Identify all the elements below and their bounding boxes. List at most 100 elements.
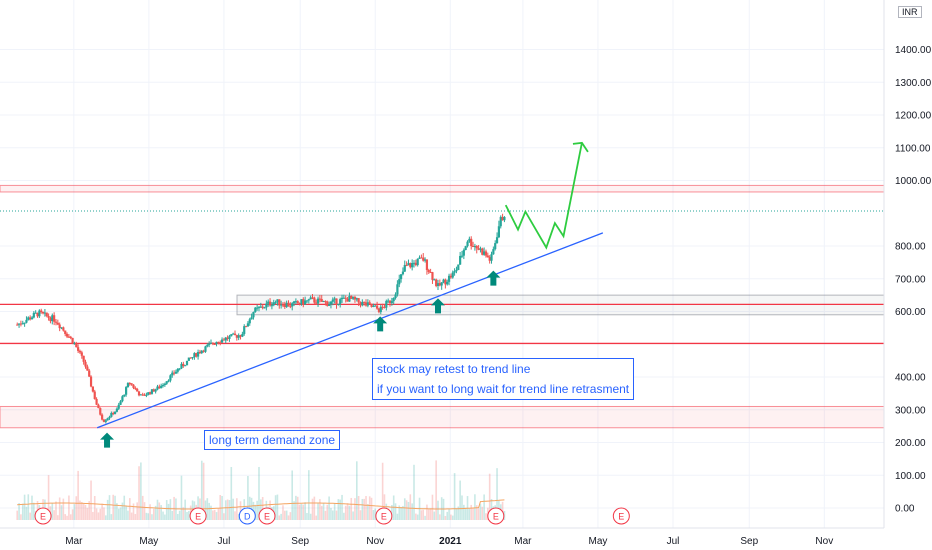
candle-body bbox=[222, 339, 226, 341]
price-axis[interactable]: 1400.00 1300.00 1200.00 1100.00 1000.00 800.0… bbox=[883, 0, 932, 550]
candle-body bbox=[462, 250, 465, 256]
candle-body bbox=[126, 383, 130, 388]
volume-bar bbox=[247, 475, 249, 520]
candle-body bbox=[281, 304, 285, 306]
volume-bar bbox=[291, 470, 294, 520]
candle-body bbox=[471, 246, 475, 248]
volume-bar bbox=[293, 501, 295, 520]
candle-body bbox=[56, 322, 59, 325]
candle-body bbox=[333, 298, 336, 300]
candle-body bbox=[21, 323, 24, 325]
volume-bar bbox=[315, 515, 317, 520]
candle-body bbox=[38, 310, 41, 317]
candle-body bbox=[58, 324, 61, 329]
candle-body bbox=[93, 391, 96, 399]
volume-bar bbox=[298, 504, 301, 520]
candle-body bbox=[304, 300, 307, 305]
candle-body bbox=[294, 301, 297, 303]
candle-body bbox=[296, 301, 299, 304]
candle-body bbox=[405, 264, 408, 266]
x-tick-label: Jul bbox=[218, 536, 231, 547]
volume-bar bbox=[352, 511, 354, 520]
candle-body bbox=[374, 305, 377, 307]
time-axis[interactable]: Mar May Jul Sep Nov 2021 Mar May Jul Sep Nov bbox=[0, 527, 884, 547]
y-tick-label: 1300.00 bbox=[895, 78, 932, 89]
candle-body bbox=[32, 312, 35, 318]
candle-body bbox=[291, 303, 294, 307]
candle-body bbox=[191, 357, 194, 359]
candle-body bbox=[412, 262, 416, 264]
volume-bar bbox=[448, 509, 450, 520]
volume-bar bbox=[256, 500, 258, 520]
candle-body bbox=[172, 372, 176, 374]
candle-body bbox=[453, 271, 456, 273]
y-tick-label: 1200.00 bbox=[895, 111, 932, 122]
candle-body bbox=[184, 365, 187, 367]
volume-bar bbox=[403, 498, 406, 520]
volume-bar bbox=[103, 507, 105, 520]
volume-bar bbox=[213, 509, 216, 520]
note-box[interactable]: stock may retest to trend line if you wa… bbox=[372, 358, 635, 400]
candle-body bbox=[455, 269, 458, 272]
volume-bar bbox=[145, 512, 148, 520]
candle-body bbox=[307, 299, 310, 301]
volume-bar bbox=[319, 499, 321, 520]
volume-bar bbox=[156, 499, 159, 520]
currency-label[interactable]: INR bbox=[898, 6, 922, 18]
candle-body bbox=[217, 341, 220, 343]
volume-bar bbox=[143, 502, 146, 520]
candle-body bbox=[324, 301, 327, 303]
volume-bar bbox=[306, 512, 308, 520]
candle-body bbox=[213, 343, 216, 345]
candle-body bbox=[211, 342, 214, 344]
candle-body bbox=[270, 305, 274, 307]
earnings-marker-icon: E bbox=[375, 507, 393, 525]
volume-bar bbox=[444, 515, 447, 520]
candle-body bbox=[169, 375, 172, 381]
volume-bar bbox=[455, 508, 458, 520]
volume-bar bbox=[289, 512, 292, 520]
dividend-marker-icon: D bbox=[238, 507, 256, 525]
volume-bar bbox=[151, 514, 153, 520]
volume-bar bbox=[470, 504, 473, 520]
volume-bar bbox=[260, 499, 262, 520]
candle-body bbox=[287, 302, 290, 307]
volume-bar bbox=[21, 503, 24, 520]
volume-bar bbox=[431, 494, 434, 520]
candle-body bbox=[43, 312, 47, 314]
candle-body bbox=[366, 302, 369, 306]
volume-bar bbox=[66, 515, 68, 520]
candle-body bbox=[171, 372, 174, 376]
zone-layer bbox=[0, 184, 885, 429]
zone-label-box[interactable]: long term demand zone bbox=[204, 430, 341, 450]
candle-body bbox=[451, 272, 454, 278]
y-tick-label: 100.00 bbox=[895, 471, 926, 482]
volume-bar bbox=[130, 512, 133, 520]
candle-body bbox=[403, 264, 406, 272]
volume-bar bbox=[164, 514, 166, 520]
volume-bar bbox=[188, 511, 190, 520]
candle-body bbox=[361, 301, 364, 306]
volume-bar bbox=[79, 500, 81, 520]
volume-bar bbox=[463, 504, 465, 520]
volume-bar bbox=[160, 505, 162, 520]
volume-bar bbox=[33, 502, 35, 520]
candle-body bbox=[318, 298, 321, 300]
volume-bar bbox=[475, 505, 478, 520]
volume-bar bbox=[77, 470, 79, 520]
candle-body bbox=[235, 335, 238, 338]
volume-bar bbox=[309, 513, 312, 520]
candle-body bbox=[261, 306, 264, 308]
volume-bar bbox=[426, 504, 428, 520]
volume-bar bbox=[258, 466, 260, 520]
candle-body bbox=[40, 310, 43, 313]
x-tick-label: 2021 bbox=[439, 536, 462, 547]
volume-bar bbox=[106, 499, 109, 520]
volume-bar bbox=[424, 515, 426, 520]
volume-layer bbox=[16, 460, 506, 520]
candle-body bbox=[193, 353, 196, 358]
candle-body bbox=[436, 283, 440, 286]
candle-body bbox=[305, 300, 309, 302]
volume-bar bbox=[186, 511, 188, 520]
